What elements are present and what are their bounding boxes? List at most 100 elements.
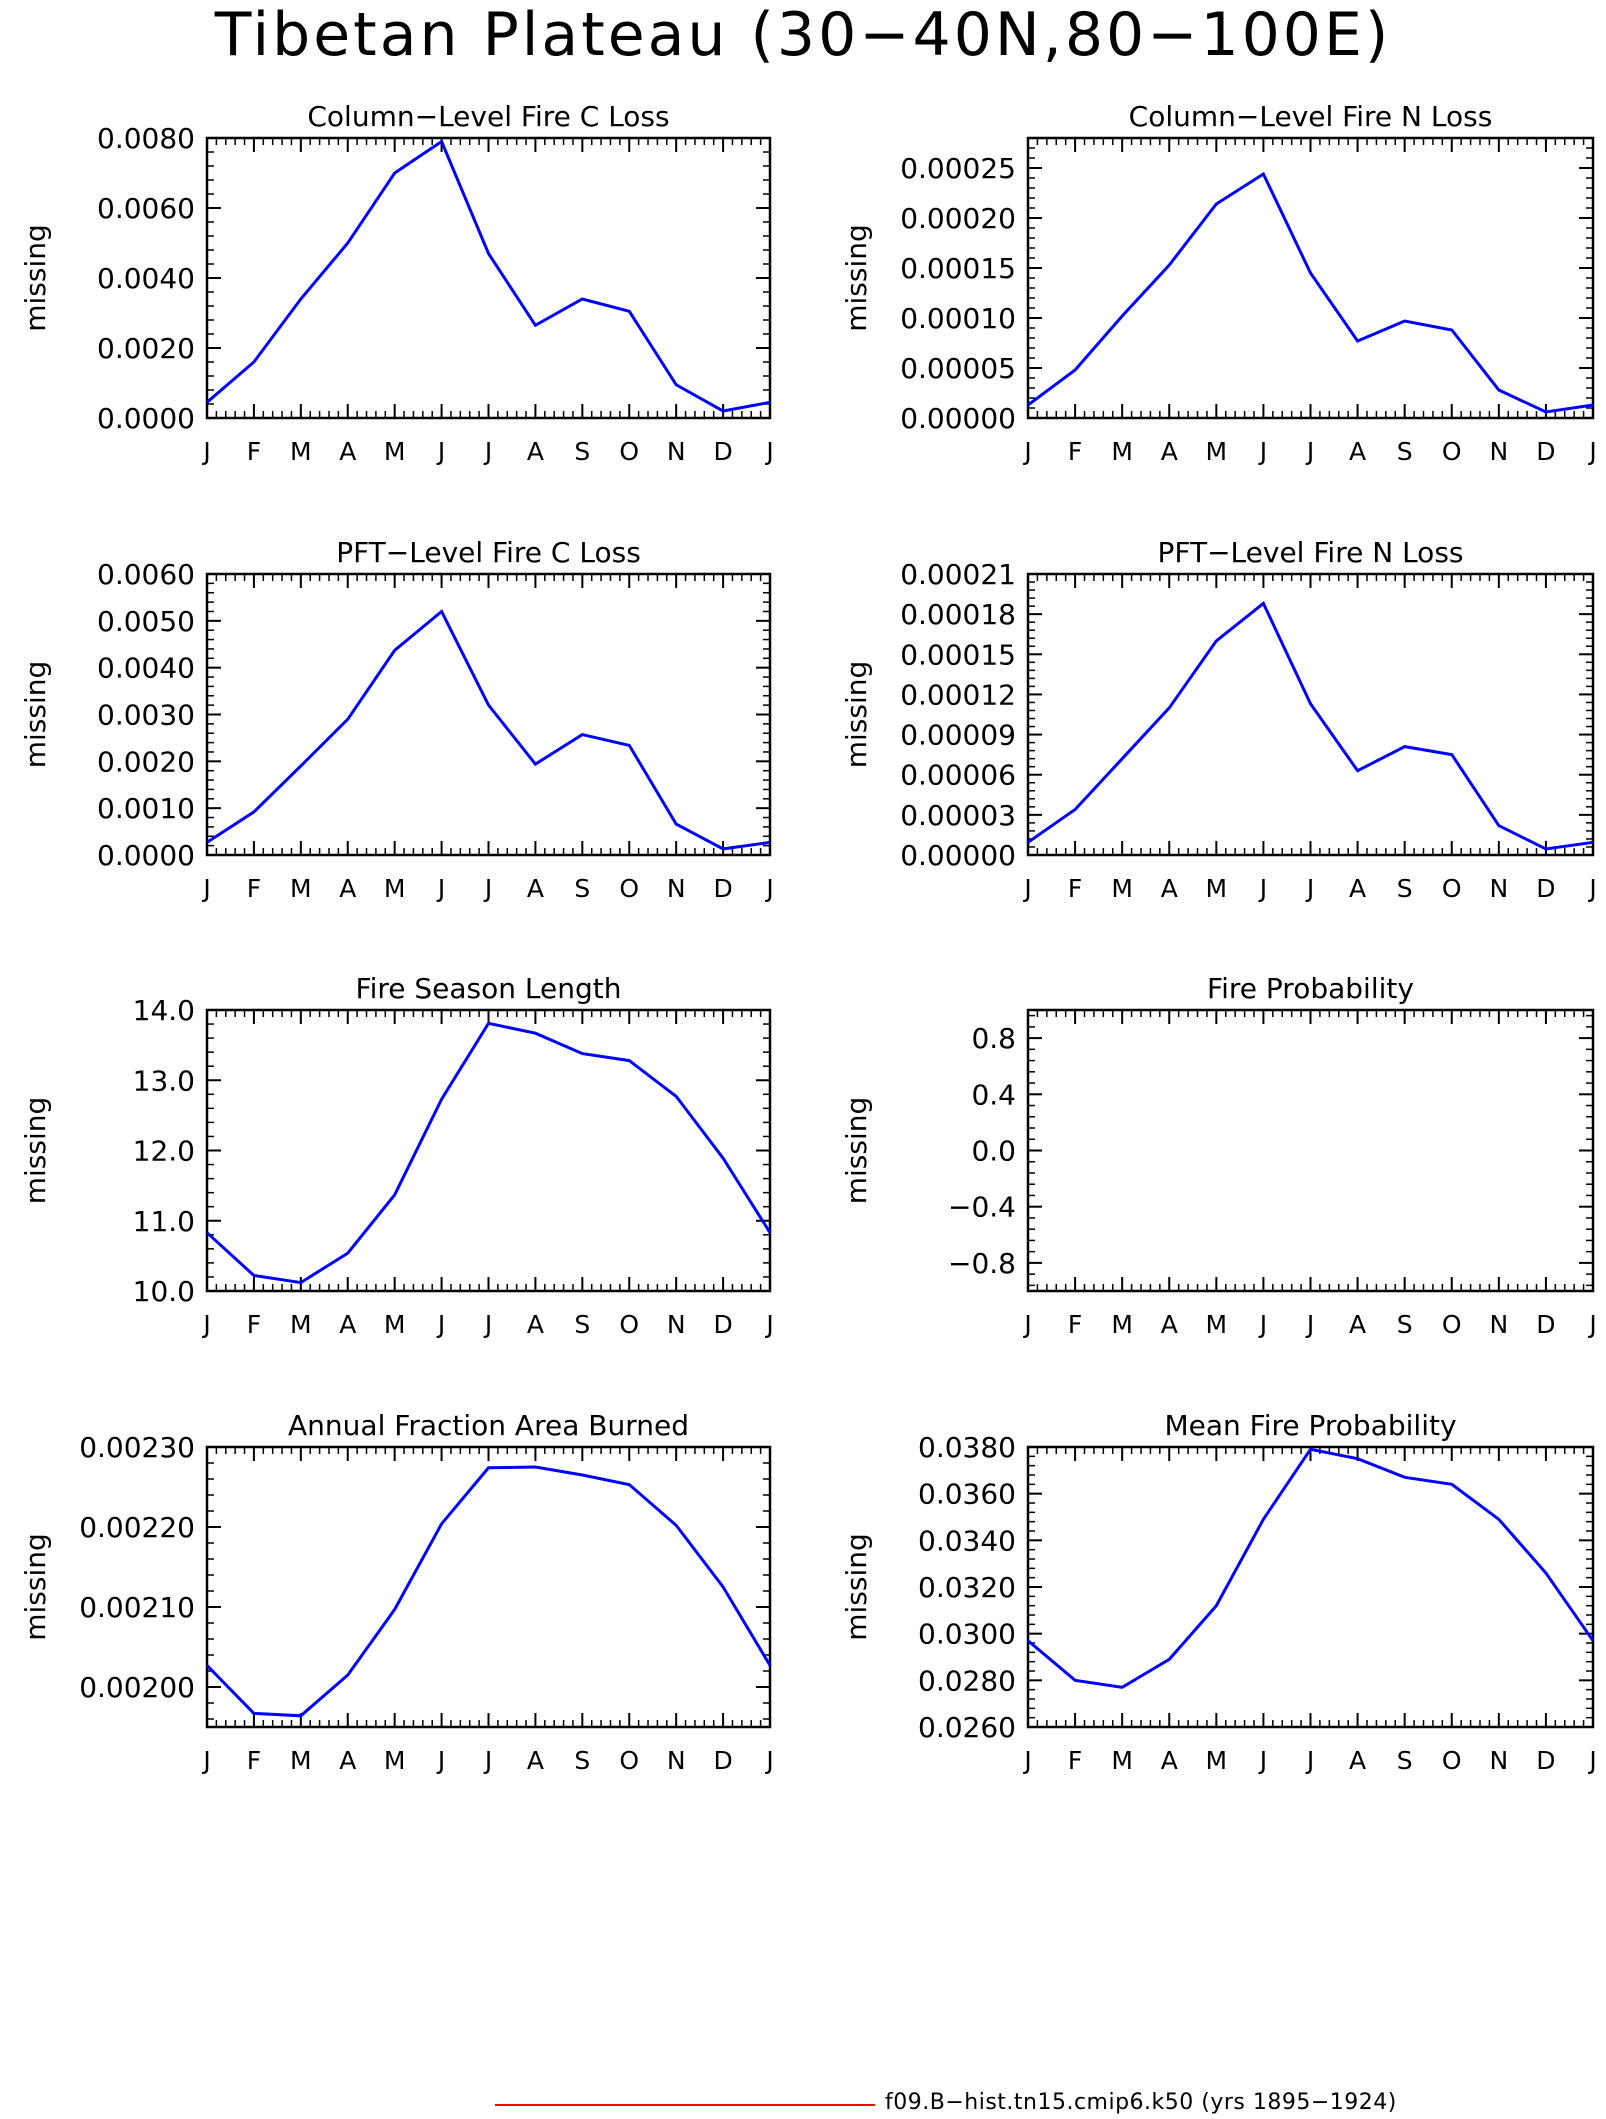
y-tick-label: 0.0380 — [918, 1431, 1016, 1464]
y-tick-label: 0.0280 — [918, 1664, 1016, 1697]
y-tick-label: 0.00005 — [900, 352, 1016, 385]
x-tick-label: J — [201, 1746, 210, 1775]
x-tick-label: J — [483, 437, 492, 466]
y-tick-label: 0.00021 — [900, 558, 1016, 591]
x-tick-label: A — [1161, 874, 1178, 903]
x-tick-label: J — [764, 1746, 773, 1775]
x-tick-label: O — [619, 874, 639, 903]
x-tick-label: D — [713, 1310, 732, 1339]
x-tick-label: M — [1111, 1310, 1133, 1339]
x-tick-label: J — [483, 1746, 492, 1775]
x-tick-label: J — [1022, 1310, 1031, 1339]
y-tick-label: 0.00006 — [900, 759, 1016, 792]
x-tick-label: A — [1349, 1310, 1366, 1339]
y-tick-label: 0.00020 — [900, 202, 1016, 235]
y-tick-label: 0.0050 — [97, 605, 195, 638]
y-tick-label: 0.0000 — [97, 839, 195, 872]
x-tick-label: A — [1161, 437, 1178, 466]
x-tick-label: J — [436, 1746, 445, 1775]
x-tick-label: A — [527, 1746, 544, 1775]
x-tick-label: J — [1305, 1746, 1314, 1775]
y-tick-label: 13.0 — [133, 1064, 195, 1097]
y-tick-label: 11.0 — [133, 1205, 195, 1238]
x-tick-label: M — [384, 874, 406, 903]
x-tick-label: M — [290, 1310, 312, 1339]
x-tick-label: S — [574, 1746, 590, 1775]
x-tick-label: F — [1068, 1310, 1082, 1339]
y-tick-label: 0.0060 — [97, 192, 195, 225]
x-tick-label: F — [1068, 874, 1082, 903]
chart-panel-2: J F M A M J J A S O N D J0.000000.000050.000100.0001… — [840, 100, 1597, 466]
x-tick-label: M — [1111, 874, 1133, 903]
x-tick-label: F — [247, 437, 261, 466]
page-title: Tibetan Plateau (30−40N,80−100E) — [214, 0, 1392, 70]
y-tick-label: 0.00200 — [79, 1671, 195, 1704]
x-tick-label: J — [764, 437, 773, 466]
x-tick-label: J — [483, 1310, 492, 1339]
y-tick-label: 0.0040 — [97, 652, 195, 685]
y-tick-label: 0.0060 — [97, 558, 195, 591]
x-tick-label: A — [1349, 1746, 1366, 1775]
x-tick-label: M — [290, 1746, 312, 1775]
y-tick-label: 0.0300 — [918, 1618, 1016, 1651]
x-tick-label: M — [1206, 1746, 1228, 1775]
chart-panel-1: J F M A M J J A S O N D J0.00000.00200.00400.00600.0… — [19, 100, 774, 466]
y-tick-label: 0.00015 — [900, 638, 1016, 671]
x-tick-label: J — [1258, 1310, 1267, 1339]
x-tick-label: S — [1397, 1310, 1413, 1339]
y-tick-label: 0.00009 — [900, 719, 1016, 752]
y-tick-label: 0.00003 — [900, 799, 1016, 832]
y-tick-label: 0.00015 — [900, 252, 1016, 285]
x-tick-label: D — [713, 1746, 732, 1775]
plot-frame — [205, 1008, 772, 1293]
y-tick-label: 0.0260 — [918, 1711, 1016, 1744]
x-tick-label: J — [764, 874, 773, 903]
data-series-line — [1027, 1447, 1595, 1689]
y-tick-label: 0.0020 — [97, 332, 195, 365]
y-axis-label: missing — [840, 224, 873, 332]
x-tick-label: F — [1068, 1746, 1082, 1775]
x-tick-label: J — [436, 437, 445, 466]
x-tick-label: M — [384, 1310, 406, 1339]
x-tick-label: D — [1536, 437, 1555, 466]
y-tick-label: 0.0340 — [918, 1524, 1016, 1557]
y-axis-label: missing — [19, 224, 52, 332]
y-tick-label: 0.00000 — [900, 839, 1016, 872]
x-tick-label: D — [713, 437, 732, 466]
x-tick-label: J — [1587, 437, 1596, 466]
x-tick-label: D — [1536, 874, 1555, 903]
x-tick-label: M — [290, 437, 312, 466]
x-tick-label: A — [339, 437, 356, 466]
x-tick-label: J — [1022, 1746, 1031, 1775]
x-tick-label: A — [1161, 1746, 1178, 1775]
y-tick-label: 14.0 — [133, 994, 195, 1027]
x-tick-label: M — [290, 874, 312, 903]
x-tick-label: A — [339, 874, 356, 903]
y-tick-label: 0.00018 — [900, 598, 1016, 631]
x-tick-label: S — [574, 874, 590, 903]
x-tick-label: J — [201, 874, 210, 903]
y-tick-label: 0.4 — [971, 1078, 1016, 1111]
y-tick-label: 0.0010 — [97, 792, 195, 825]
x-tick-label: M — [384, 1746, 406, 1775]
x-tick-label: N — [1489, 437, 1508, 466]
y-tick-label: 0.00025 — [900, 152, 1016, 185]
data-series-line — [206, 609, 771, 851]
x-tick-label: S — [574, 1310, 590, 1339]
y-tick-label: 0.00010 — [900, 302, 1016, 335]
x-tick-label: S — [1397, 437, 1413, 466]
y-tick-label: 0.0020 — [97, 745, 195, 778]
x-tick-label: O — [619, 1746, 639, 1775]
x-tick-label: J — [764, 1310, 773, 1339]
x-tick-label: A — [527, 437, 544, 466]
plot-frame — [205, 1445, 772, 1729]
y-tick-label: 12.0 — [133, 1135, 195, 1168]
y-tick-label: 0.00012 — [900, 678, 1016, 711]
panel-title: Column−Level Fire N Loss — [1129, 100, 1493, 133]
plot-frame — [1026, 136, 1595, 420]
x-tick-label: J — [1258, 437, 1267, 466]
y-axis-label: missing — [840, 1533, 873, 1641]
y-tick-label: 0.0360 — [918, 1478, 1016, 1511]
